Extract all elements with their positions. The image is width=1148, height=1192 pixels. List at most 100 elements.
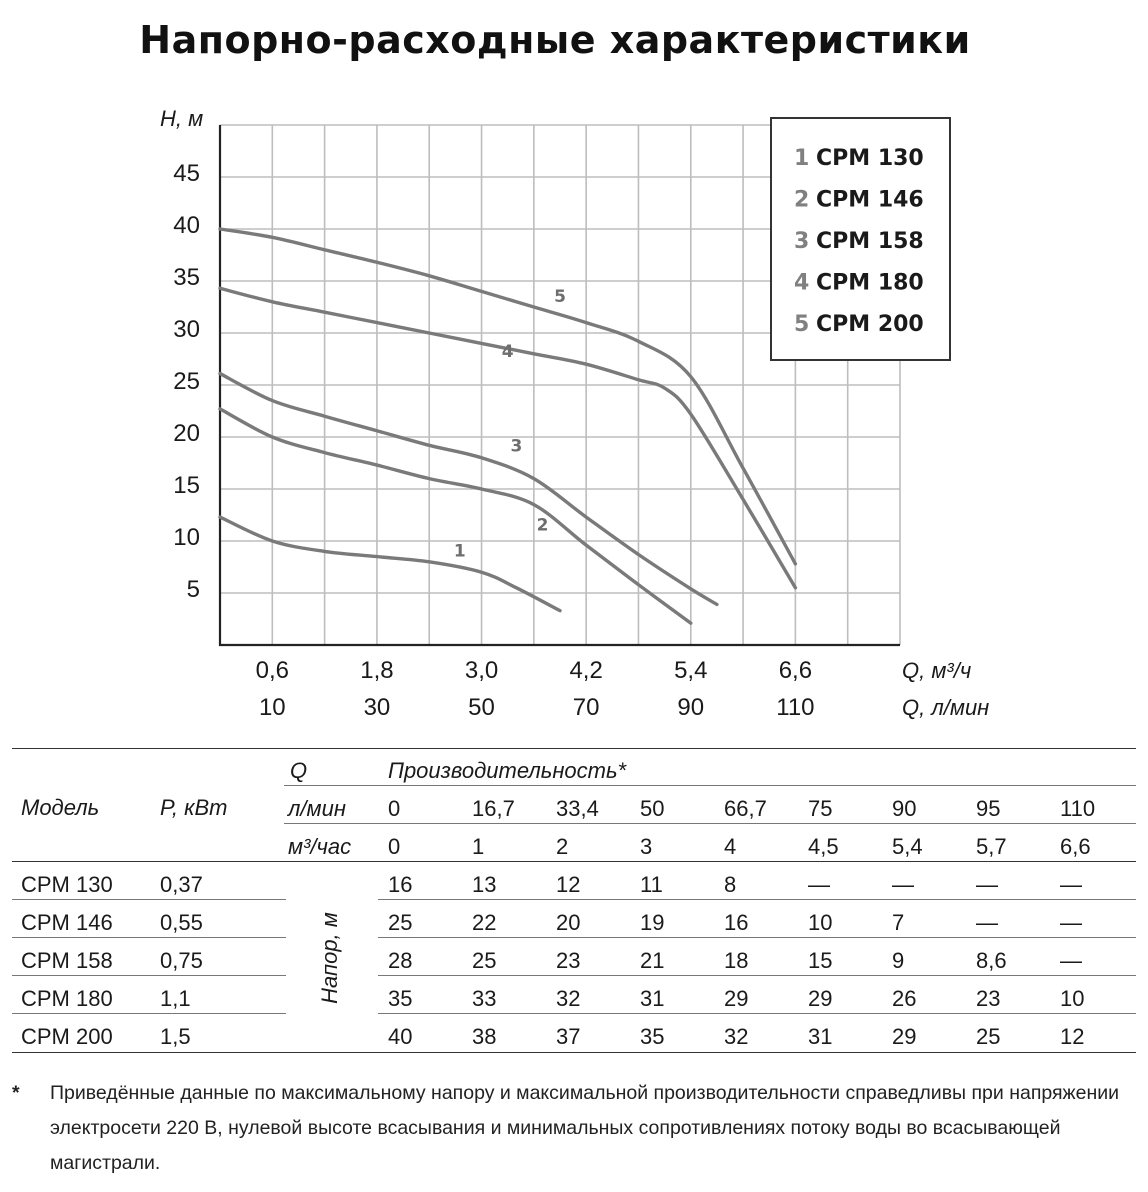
row-model: CPM 146 xyxy=(21,910,113,935)
y-tick-label: 40 xyxy=(173,212,200,239)
row-rule xyxy=(378,937,1136,938)
row-head-value: 10 xyxy=(808,910,833,935)
row-head-value: 8 xyxy=(724,872,737,897)
row-rule xyxy=(378,899,1136,900)
row-head-value: 15 xyxy=(808,948,833,973)
curve-number-label: 2 xyxy=(537,516,549,536)
row-head-value: 23 xyxy=(556,948,581,973)
row-head-value: 37 xyxy=(556,1024,581,1049)
y-tick-label: 5 xyxy=(187,576,200,603)
chart-axes xyxy=(218,125,900,647)
row-head-value: 11 xyxy=(640,872,663,897)
row-power: 0,75 xyxy=(160,948,203,973)
row-head-value: 9 xyxy=(892,948,905,973)
head-axis-label: Напор, м xyxy=(317,912,342,1004)
row-head-value: 25 xyxy=(388,910,413,935)
x-tick-label-lmin: 110 xyxy=(776,694,814,721)
curve-5 xyxy=(218,227,798,566)
header-m3h-value: 2 xyxy=(556,834,569,859)
chart-legend: 1 CPM 130 2 CPM 146 3 CPM 158 4 CPM 180 5 CPM 200 xyxy=(770,117,951,361)
row-head-value: — xyxy=(976,910,998,935)
row-rule xyxy=(12,937,286,938)
header-m3h-label: м³/час xyxy=(288,834,352,859)
curve-4 xyxy=(218,286,798,590)
row-head-value: — xyxy=(1060,872,1082,897)
x-tick-label-lmin: 90 xyxy=(677,694,704,721)
row-head-value: 35 xyxy=(388,986,413,1011)
header-lmin-value: 66,7 xyxy=(724,796,767,821)
row-head-value: 23 xyxy=(976,986,1001,1011)
legend-number: 5 xyxy=(794,312,809,337)
legend-model: CPM 200 xyxy=(816,312,924,337)
legend-number: 3 xyxy=(794,229,809,254)
x-tick-label-m3h: 6,6 xyxy=(779,657,812,684)
row-head-value: 20 xyxy=(556,910,581,935)
y-axis-label: H, м xyxy=(160,106,203,131)
row-head-value: 33 xyxy=(472,986,497,1011)
row-head-value: 31 xyxy=(640,986,665,1011)
row-head-value: 29 xyxy=(724,986,749,1011)
header-lmin-value: 110 xyxy=(1060,796,1096,821)
legend-box xyxy=(770,117,951,361)
header-lmin-value: 95 xyxy=(976,796,1001,821)
header-m3h-value: 0 xyxy=(388,834,401,859)
row-rule xyxy=(12,899,286,900)
row-head-value: 12 xyxy=(1060,1024,1085,1049)
legend-model: CPM 158 xyxy=(816,229,924,254)
y-tick-label: 25 xyxy=(173,368,200,395)
row-head-value: 29 xyxy=(808,986,833,1011)
header-m3h-value: 6,6 xyxy=(1060,834,1091,859)
row-head-value: 12 xyxy=(556,872,581,897)
x-tick-label-lmin: 70 xyxy=(573,694,600,721)
x-tick-label-m3h: 3,0 xyxy=(465,657,498,684)
y-tick-label: 10 xyxy=(173,524,200,551)
page-title: Напорно-расходные характеристики xyxy=(139,18,971,62)
header-lmin-value: 0 xyxy=(388,796,401,821)
row-head-value: 10 xyxy=(1060,986,1085,1011)
row-model: CPM 130 xyxy=(21,872,113,897)
row-head-value: 32 xyxy=(556,986,581,1011)
row-head-value: 26 xyxy=(892,986,917,1011)
legend-number: 2 xyxy=(794,188,809,213)
curve-1 xyxy=(218,515,562,613)
x-tick-label-m3h: 0,6 xyxy=(256,657,289,684)
chart-curves: 1 2 3 4 5 xyxy=(218,227,798,625)
table-bottom-rule xyxy=(12,1052,1136,1053)
row-rule xyxy=(378,975,1136,976)
x-tick-label-lmin: 50 xyxy=(468,694,495,721)
row-head-value: 8,6 xyxy=(976,948,1007,973)
x-tick-label-m3h: 4,2 xyxy=(569,657,602,684)
table-header-bottom-rule xyxy=(12,861,1136,862)
row-head-value: 13 xyxy=(472,872,497,897)
header-m3h-value: 1 xyxy=(472,834,485,859)
x-axis-label-m3h: Q, м³/ч xyxy=(902,658,971,683)
y-tick-label: 20 xyxy=(173,420,200,447)
row-rule xyxy=(378,1013,1136,1014)
row-rule xyxy=(12,1013,286,1014)
legend-number: 4 xyxy=(794,271,809,296)
header-power: P, кВт xyxy=(160,795,228,820)
table-top-rule xyxy=(12,748,1136,749)
footnote-star: * xyxy=(12,1082,20,1104)
header-m3h-value: 4,5 xyxy=(808,834,839,859)
table-header-rule-2 xyxy=(284,823,1136,824)
table-header-rule-1 xyxy=(284,785,1136,786)
header-lmin-value: 75 xyxy=(808,796,833,821)
row-head-value: 31 xyxy=(808,1024,833,1049)
y-tick-label: 15 xyxy=(173,472,200,499)
y-tick-label: 30 xyxy=(173,316,200,343)
row-head-value: 16 xyxy=(388,872,413,897)
row-power: 1,1 xyxy=(160,986,191,1011)
row-head-value: 7 xyxy=(892,910,905,935)
row-head-value: 19 xyxy=(640,910,665,935)
header-lmin-label: л/мин xyxy=(288,796,346,821)
footnote-text: Приведённые данные по максимальному напо… xyxy=(50,1082,1120,1174)
performance-table: Модель P, кВт Q Производительность* л/мин м³/… xyxy=(12,748,1136,1060)
x-axis-label-lmin: Q, л/мин xyxy=(902,695,989,720)
row-head-value: 16 xyxy=(724,910,749,935)
curve-number-label: 5 xyxy=(554,287,566,307)
header-lmin-value: 16,7 xyxy=(472,796,515,821)
legend-model: CPM 130 xyxy=(816,146,924,171)
